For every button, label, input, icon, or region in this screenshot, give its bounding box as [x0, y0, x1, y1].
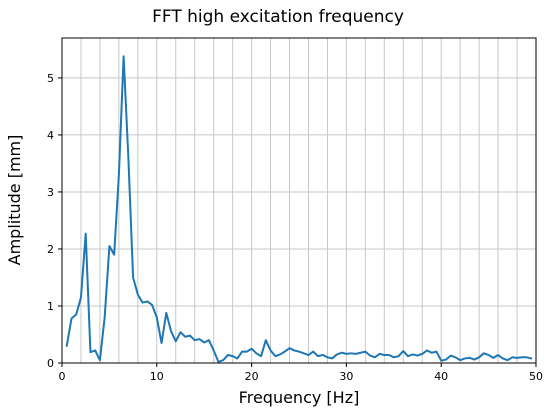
x-tick-label: 20 — [245, 370, 259, 383]
grid — [62, 38, 536, 363]
x-tick-label: 40 — [434, 370, 448, 383]
x-tick-label: 0 — [59, 370, 66, 383]
axis-ticks: 0 10 20 30 40 50 0 1 2 3 4 5 — [47, 72, 543, 383]
x-tick-label: 50 — [529, 370, 543, 383]
y-tick-label: 1 — [47, 300, 54, 313]
chart-title: FFT high excitation frequency — [152, 7, 404, 27]
y-tick-label: 2 — [47, 243, 54, 256]
series-layer — [65, 55, 533, 363]
fft-amplitude-line — [65, 55, 533, 363]
plot-frame — [61, 37, 537, 364]
y-tick-label: 0 — [47, 357, 54, 370]
y-axis-label: Amplitude [mm] — [5, 135, 24, 266]
y-tick-label: 3 — [47, 186, 54, 199]
x-tick-label: 10 — [150, 370, 164, 383]
x-axis-label: Frequency [Hz] — [239, 388, 360, 407]
y-tick-label: 5 — [47, 72, 54, 85]
x-tick-label: 30 — [339, 370, 353, 383]
y-tick-label: 4 — [47, 129, 54, 142]
